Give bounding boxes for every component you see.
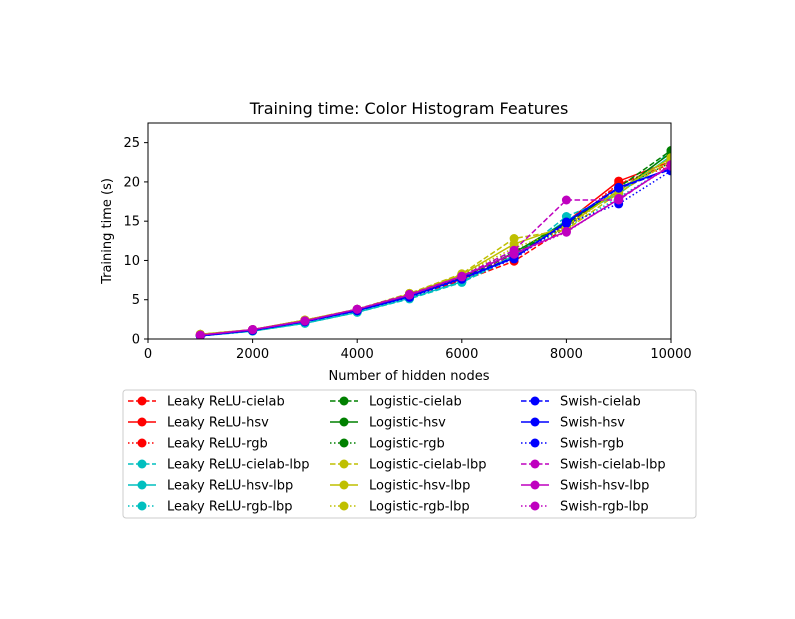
x-tick-label: 8000 <box>550 347 583 362</box>
legend-label: Swish-hsv-lbp <box>560 479 649 494</box>
legend-label: Leaky ReLU-hsv <box>167 416 269 431</box>
legend-label: Swish-cielab-lbp <box>560 458 666 473</box>
y-tick-label: 0 <box>132 333 140 348</box>
legend-marker <box>137 480 147 490</box>
axes: 0 2000 4000 6000 8000 10000 0 5 10 15 20 25 <box>123 122 692 362</box>
data-point <box>352 304 362 314</box>
legend-label: Swish-rgb-lbp <box>560 500 649 515</box>
legend-entry: Swish-cielab-lbp <box>521 458 666 473</box>
data-point <box>195 330 205 339</box>
legend-marker <box>137 459 147 469</box>
legend-entry: Leaky ReLU-hsv-lbp <box>128 479 293 494</box>
x-tick-label: 10000 <box>650 347 691 362</box>
data-point <box>614 193 624 203</box>
y-tick-label: 25 <box>123 136 140 151</box>
legend-entry: Swish-cielab <box>521 395 641 410</box>
legend-marker <box>339 417 349 427</box>
legend-marker <box>530 480 540 490</box>
y-tick-label: 20 <box>123 175 140 190</box>
x-tick-label: 6000 <box>445 347 478 362</box>
legend-label: Logistic-cielab <box>369 395 462 410</box>
data-point <box>300 316 310 326</box>
data-point <box>457 272 467 282</box>
legend-marker <box>339 480 349 490</box>
chart-title: Training time: Color Histogram Features <box>249 99 569 118</box>
data-point <box>509 249 519 259</box>
legend-label: Leaky ReLU-hsv-lbp <box>167 479 293 494</box>
legend-entry: Logistic-cielab-lbp <box>330 458 487 473</box>
legend-label: Logistic-rgb-lbp <box>369 500 470 515</box>
legend-marker <box>530 501 540 511</box>
y-tick-label: 5 <box>132 293 140 308</box>
series-18 <box>195 161 671 339</box>
legend-entry: Leaky ReLU-cielab <box>128 395 285 410</box>
legend-label: Leaky ReLU-rgb-lbp <box>167 500 293 515</box>
legend-label: Leaky ReLU-cielab <box>167 395 285 410</box>
data-point <box>561 195 571 205</box>
legend-label: Swish-hsv <box>560 416 625 431</box>
legend-marker <box>339 501 349 511</box>
legend-entry: Logistic-hsv <box>330 416 446 431</box>
data-point <box>561 227 571 237</box>
legend-entry: Logistic-rgb <box>330 437 445 452</box>
legend-label: Swish-cielab <box>560 395 641 410</box>
legend-label: Logistic-hsv-lbp <box>369 479 470 494</box>
y-tick-label: 10 <box>123 254 140 269</box>
legend-label: Swish-rgb <box>560 437 624 452</box>
legend-label: Leaky ReLU-cielab-lbp <box>167 458 310 473</box>
legend-entry: Swish-hsv <box>521 416 625 431</box>
legend-entry: Leaky ReLU-rgb-lbp <box>128 500 293 515</box>
legend-entry: Logistic-hsv-lbp <box>330 479 470 494</box>
legend-entry: Leaky ReLU-cielab-lbp <box>128 458 310 473</box>
legend-marker <box>137 438 147 448</box>
legend: Leaky ReLU-cielab Leaky ReLU-hsv Leaky ReL… <box>122 389 697 519</box>
data-point <box>561 219 571 228</box>
y-axis-label: Training time (s) <box>100 178 115 285</box>
legend-entry: Swish-rgb-lbp <box>521 500 649 515</box>
series-line <box>200 165 671 336</box>
legend-marker <box>530 459 540 469</box>
legend-entry: Logistic-rgb-lbp <box>330 500 470 515</box>
legend-label: Logistic-cielab-lbp <box>369 458 487 473</box>
legend-label: Logistic-rgb <box>369 437 445 452</box>
legend-label: Logistic-hsv <box>369 416 446 431</box>
legend-marker <box>530 438 540 448</box>
legend-marker <box>339 396 349 406</box>
series-line <box>200 158 671 336</box>
legend-marker <box>339 459 349 469</box>
legend-marker <box>137 501 147 511</box>
legend-marker <box>530 417 540 427</box>
data-point <box>614 182 624 192</box>
legend-entry: Leaky ReLU-hsv <box>128 416 269 431</box>
data-point <box>248 325 258 335</box>
legend-marker <box>137 417 147 427</box>
legend-marker <box>530 396 540 406</box>
legend-label: Leaky ReLU-rgb <box>167 437 268 452</box>
legend-entry: Swish-hsv-lbp <box>521 479 649 494</box>
series-line <box>200 167 671 337</box>
data-point <box>666 161 671 171</box>
x-tick-label: 0 <box>144 347 152 362</box>
series-line <box>200 170 671 337</box>
plot-area <box>195 146 671 339</box>
legend-marker <box>339 438 349 448</box>
x-axis-label: Number of hidden nodes <box>329 369 490 384</box>
legend-entry: Leaky ReLU-rgb <box>128 437 268 452</box>
series-line <box>200 164 671 337</box>
legend-entry: Swish-rgb <box>521 437 624 452</box>
y-tick-label: 15 <box>123 215 140 230</box>
legend-marker <box>137 396 147 406</box>
x-tick-label: 4000 <box>341 347 374 362</box>
x-tick-label: 2000 <box>236 347 269 362</box>
legend-box <box>122 389 697 519</box>
legend-entry: Logistic-cielab <box>330 395 462 410</box>
data-point <box>405 290 414 300</box>
axes-frame <box>147 122 672 340</box>
